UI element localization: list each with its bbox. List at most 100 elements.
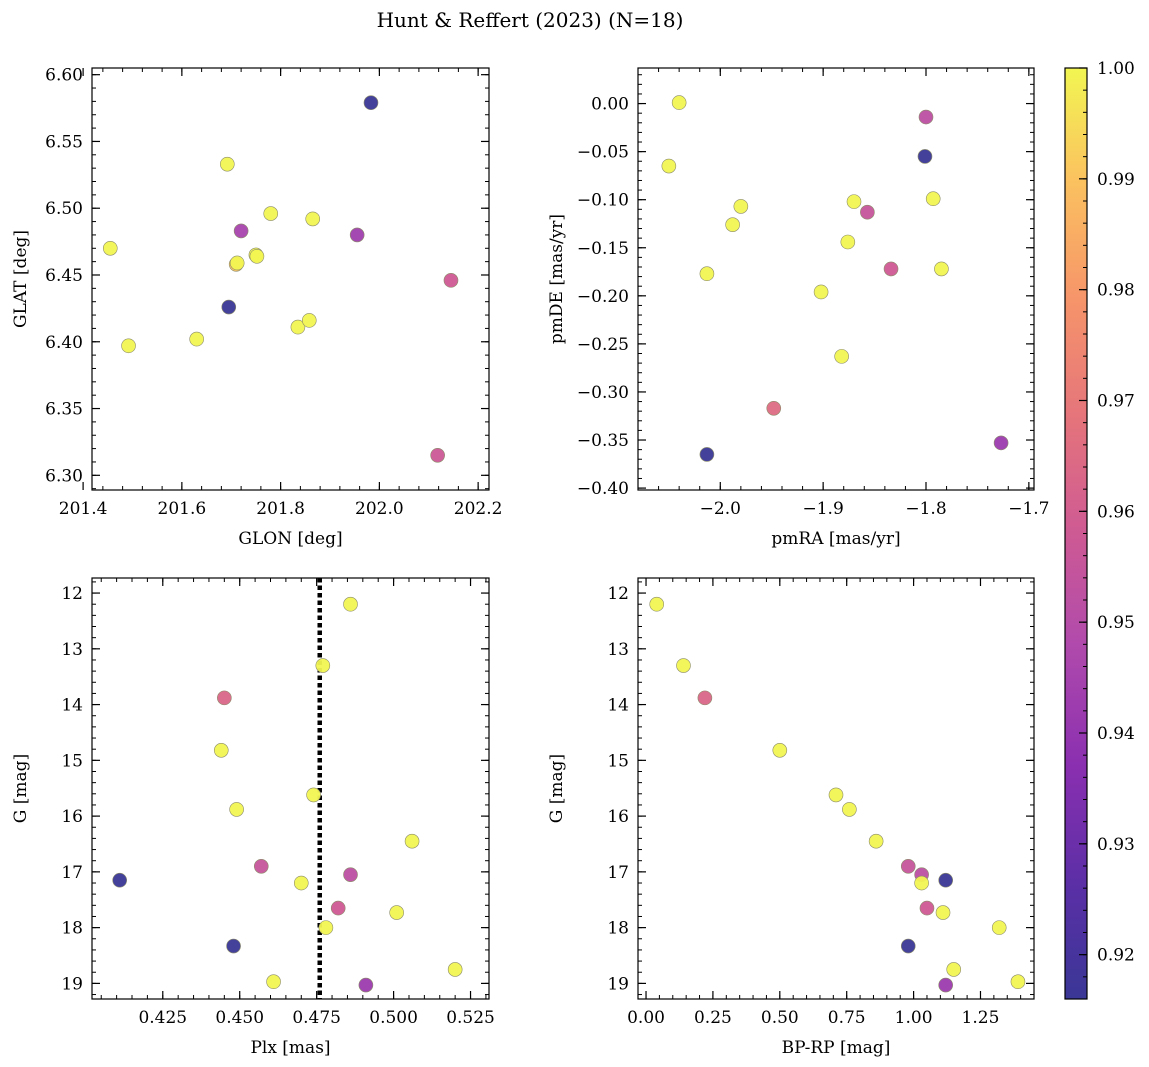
y-tick-label: 18: [61, 919, 83, 939]
data-point: [226, 938, 241, 954]
y-axis-label: pmDE [mas/yr]: [547, 214, 567, 344]
y-tick-label: −0.10: [577, 191, 629, 211]
x-tick-label: −1.9: [803, 499, 844, 519]
data-point: [935, 905, 951, 920]
y-axis-label: G [mag]: [11, 754, 31, 823]
y-tick-label: −0.15: [577, 239, 629, 259]
colorbar: 0.92 0.93 0.94 0.95 0.96 0.97 0.98 0.99 1.00: [1064, 59, 1135, 1000]
data-point: [993, 435, 1009, 451]
y-tick-label: −0.20: [577, 287, 629, 307]
data-point: [318, 920, 334, 935]
y-tick-label: 6.50: [45, 199, 83, 219]
data-point: [263, 206, 279, 221]
y-tick-label: −0.05: [577, 143, 629, 163]
y-tick-label: 12: [61, 584, 83, 604]
data-point: [229, 255, 245, 271]
x-tick-label: 1.00: [895, 1008, 933, 1028]
y-tick-label: 19: [61, 974, 83, 994]
data-point: [221, 299, 237, 315]
x-axis-label: BP-RP [mag]: [782, 1038, 891, 1058]
data-point: [733, 199, 749, 214]
y-tick-label: 15: [607, 751, 629, 771]
data-point: [102, 240, 118, 256]
data-point: [253, 858, 269, 874]
data-point: [671, 95, 687, 110]
axes-frame: [91, 577, 490, 1000]
data-point: [649, 596, 665, 612]
data-point: [900, 858, 916, 874]
figure-title: Hunt & Reffert (2023) (N=18): [377, 8, 684, 32]
data-point: [900, 938, 916, 954]
data-point: [938, 977, 954, 993]
x-tick-label: 0.425: [138, 1008, 187, 1028]
data-point: [699, 266, 715, 282]
data-point: [343, 867, 358, 882]
data-point: [306, 787, 321, 803]
y-tick-label: 14: [607, 696, 629, 716]
data-point: [404, 833, 420, 849]
y-tick-label: 12: [607, 584, 629, 604]
y-tick-label: 13: [61, 640, 83, 660]
data-point: [860, 204, 875, 220]
data-point: [697, 690, 713, 706]
colorbar-tick-label: 1.00: [1097, 59, 1135, 79]
data-point: [840, 234, 856, 250]
data-point: [946, 962, 962, 977]
data-point: [389, 905, 404, 920]
x-tick-label: 0.25: [694, 1008, 732, 1028]
y-tick-label: −0.35: [577, 431, 629, 451]
data-point: [661, 158, 677, 174]
data-point: [217, 690, 232, 706]
x-tick-label: −1.7: [1008, 499, 1049, 519]
data-point: [842, 802, 857, 817]
data-point: [301, 313, 317, 328]
data-point: [358, 977, 374, 993]
data-point: [938, 872, 954, 888]
data-point: [363, 95, 379, 111]
x-tick-label: 201.8: [256, 499, 305, 519]
data-point: [266, 974, 281, 990]
x-tick-label: 201.6: [158, 499, 207, 519]
colorbar-tick-label: 0.96: [1097, 502, 1135, 522]
data-point: [914, 875, 929, 891]
data-point: [934, 261, 949, 277]
axes-frame: [91, 67, 490, 491]
data-point: [229, 802, 244, 817]
x-axis-label: Plx [mas]: [250, 1038, 330, 1058]
y-tick-label: 6.60: [45, 66, 83, 86]
data-point: [676, 658, 691, 673]
data-point: [315, 658, 331, 673]
data-point: [828, 787, 844, 803]
data-point: [249, 248, 265, 264]
y-tick-label: 6.30: [45, 466, 83, 486]
x-tick-label: 0.500: [369, 1008, 418, 1028]
y-tick-label: −0.30: [577, 383, 629, 403]
data-point: [349, 227, 365, 243]
y-tick-label: 17: [61, 863, 83, 883]
y-axis-label: G [mag]: [547, 754, 567, 823]
data-point: [443, 273, 459, 288]
y-tick-label: 18: [607, 919, 629, 939]
colorbar-tick-label: 0.93: [1097, 835, 1135, 855]
colorbar-tick-label: 0.92: [1097, 946, 1135, 966]
x-tick-label: 1.25: [962, 1008, 1000, 1028]
x-tick-label: −2.0: [700, 499, 741, 519]
data-point: [766, 400, 782, 416]
y-axis-label: GLAT [deg]: [11, 230, 31, 328]
data-point: [189, 331, 204, 347]
y-tick-label: 19: [607, 974, 629, 994]
data-point: [343, 596, 358, 612]
data-point: [868, 833, 884, 849]
data-point: [293, 875, 309, 891]
data-point: [1010, 974, 1026, 990]
data-point: [305, 211, 321, 227]
x-axis-label: GLON [deg]: [238, 529, 342, 549]
axes-frame: [637, 577, 1035, 1000]
data-point: [991, 920, 1007, 935]
data-point: [290, 319, 306, 335]
colorbar-tick-label: 0.97: [1097, 392, 1135, 412]
axes-frame: [637, 67, 1035, 491]
data-point: [883, 261, 899, 277]
x-tick-label: 202.2: [454, 499, 503, 519]
